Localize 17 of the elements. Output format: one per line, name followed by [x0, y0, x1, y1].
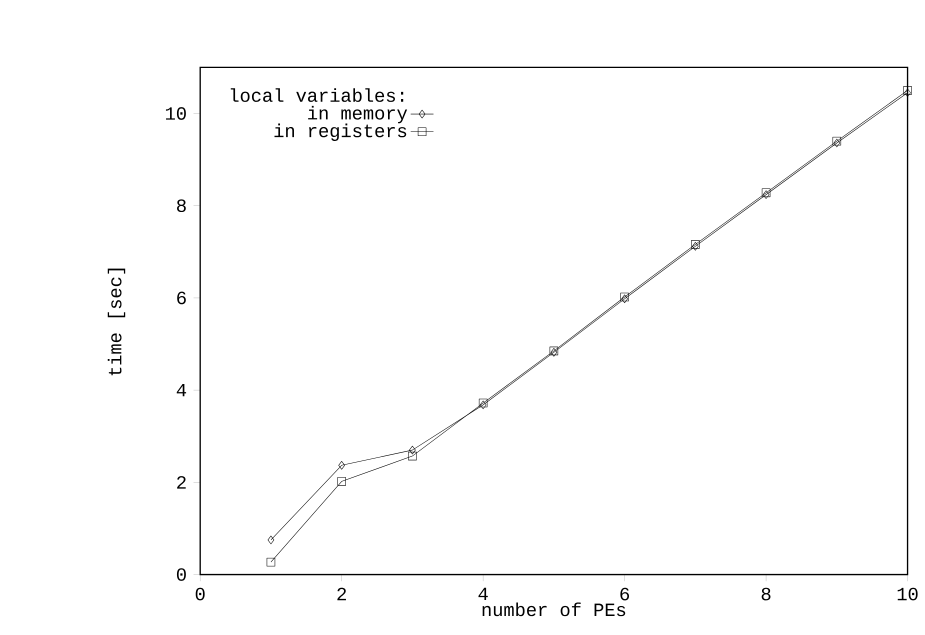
x-tick-label: 0 — [196, 588, 205, 601]
legend-title: local variables: — [230, 88, 404, 102]
y-tick-label: 8 — [177, 200, 186, 212]
x-tick-label: 2 — [337, 588, 346, 600]
legend-label: in registers — [274, 124, 406, 142]
x-axis-title: number of PEs — [482, 602, 626, 616]
y-axis-title: time [sec] — [108, 268, 126, 376]
x-tick-label: 4 — [478, 588, 488, 600]
y-tick-label: 0 — [176, 568, 186, 582]
y-tick-label: 2 — [177, 476, 186, 489]
y-tick-label: 10 — [166, 107, 186, 120]
y-tick-label: 6 — [177, 292, 186, 304]
y-tick-label: 4 — [176, 384, 186, 396]
x-tick-label: 10 — [898, 588, 918, 601]
x-tick-label: 8 — [762, 588, 770, 601]
legend-label: in memory — [308, 106, 408, 124]
x-tick-label: 6 — [620, 588, 630, 601]
